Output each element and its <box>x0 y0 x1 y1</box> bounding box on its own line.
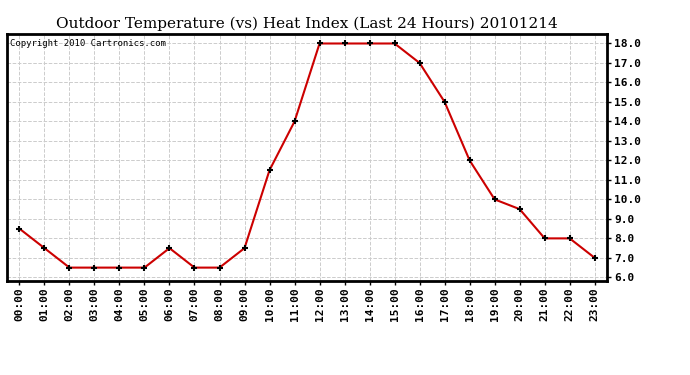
Title: Outdoor Temperature (vs) Heat Index (Last 24 Hours) 20101214: Outdoor Temperature (vs) Heat Index (Las… <box>56 17 558 31</box>
Text: Copyright 2010 Cartronics.com: Copyright 2010 Cartronics.com <box>10 39 166 48</box>
